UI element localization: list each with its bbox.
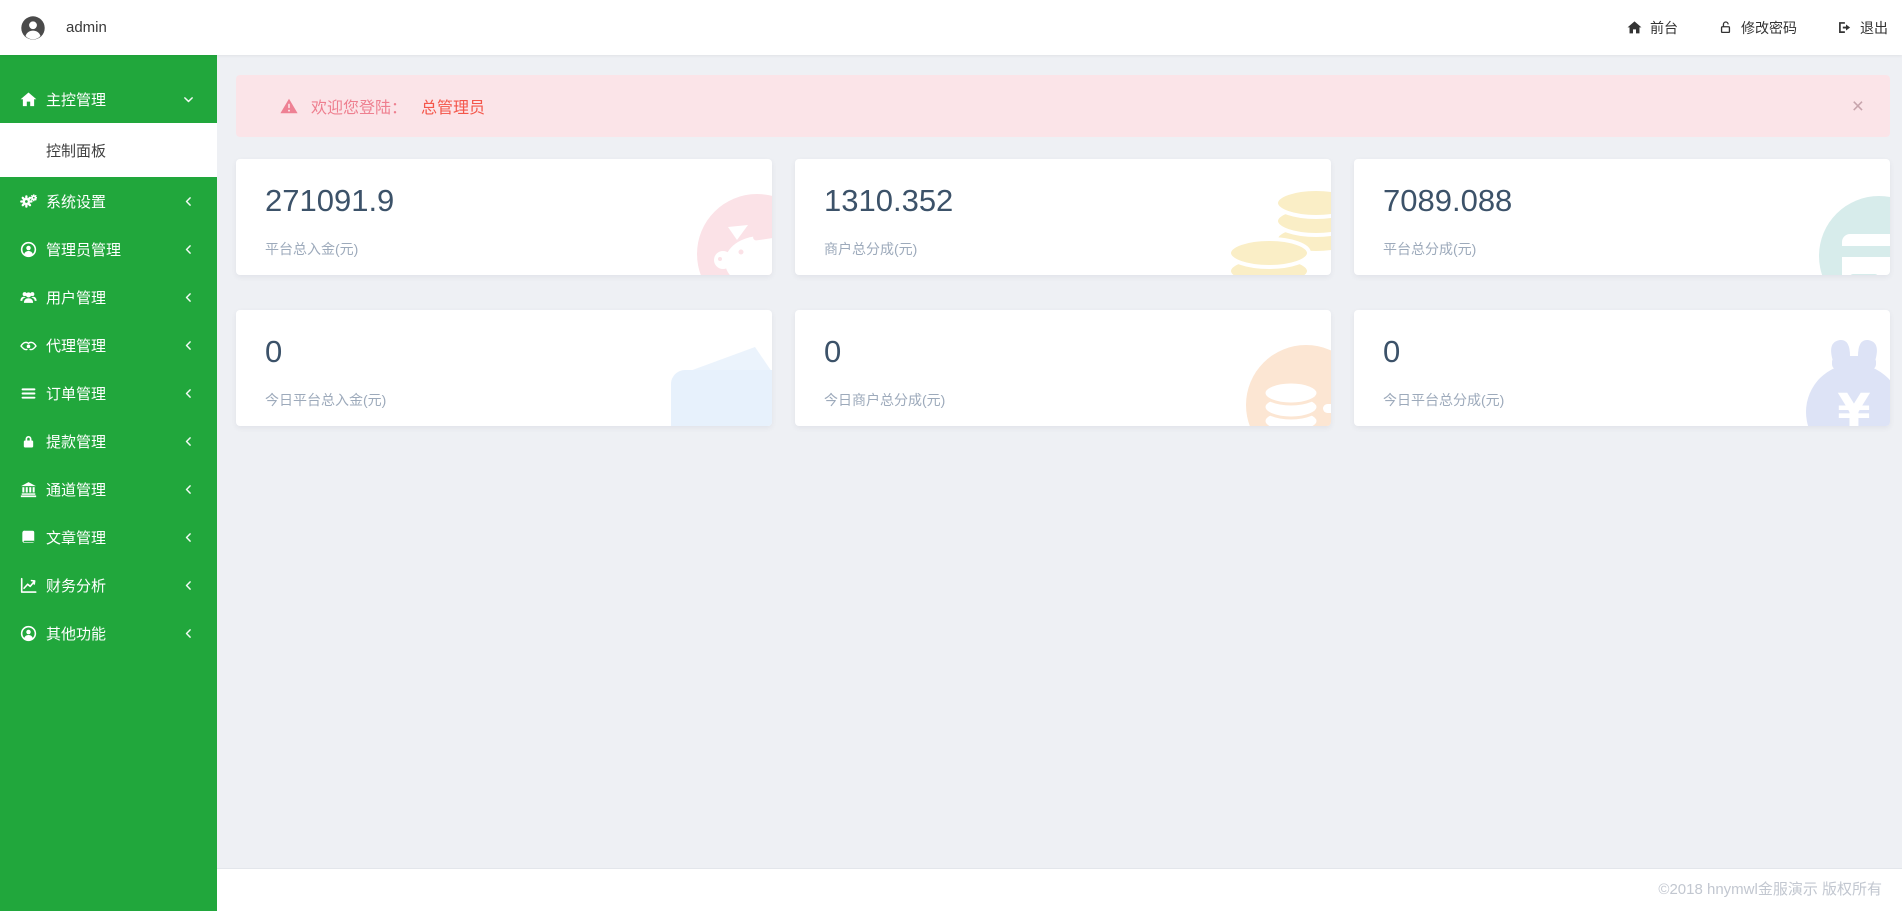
stat-value: 0: [824, 334, 842, 369]
users-icon: [20, 289, 37, 306]
list-icon: [20, 385, 37, 402]
alert-highlight: 总管理员: [421, 100, 486, 117]
logout-label: 退出: [1860, 19, 1888, 36]
sidebar-item-other-functions[interactable]: 其他功能: [0, 609, 217, 657]
topbar-nav: 前台 修改密码 退出: [1627, 18, 1888, 38]
chevron-left-icon: [182, 243, 195, 256]
sidebar-item-channel-management[interactable]: 通道管理: [0, 465, 217, 513]
stat-value: 271091.9: [265, 183, 395, 218]
stat-label: 今日商户总分成(元): [824, 391, 946, 408]
chart-line-icon: [20, 577, 37, 594]
sidebar-item-label: 订单管理: [46, 385, 107, 403]
sidebar-item-order-management[interactable]: 订单管理: [0, 369, 217, 417]
topbar: admin 前台 修改密码 退出: [0, 0, 1902, 55]
chevron-down-icon: [182, 93, 195, 106]
chevron-left-icon: [182, 387, 195, 400]
chevron-left-icon: [182, 483, 195, 496]
sidebar: 主控管理 控制面板: [0, 55, 217, 911]
stat-value: 0: [1383, 334, 1401, 369]
sidebar-item-main-control[interactable]: 主控管理: [0, 75, 217, 123]
stat-label: 今日平台总分成(元): [1383, 391, 1505, 408]
alert-message: 欢迎您登陆：: [311, 100, 408, 117]
unlock-icon: [1718, 20, 1733, 35]
logout-link[interactable]: 退出: [1837, 18, 1888, 38]
stat-value: 7089.088: [1383, 183, 1513, 218]
stat-label: 今日平台总入金(元): [265, 391, 387, 408]
sidebar-item-finance-analysis[interactable]: 财务分析: [0, 561, 217, 609]
sidebar-menu: 主控管理 控制面板: [0, 55, 217, 657]
sidebar-item-label: 主控管理: [46, 91, 107, 109]
chevron-left-icon: [182, 435, 195, 448]
stat-card-today-platform-share: 0 今日平台总分成(元) ¥: [1354, 310, 1890, 426]
stat-card-platform-total-share: 7089.088 平台总分成(元): [1354, 159, 1890, 275]
handshake-icon: [20, 337, 37, 354]
sidebar-item-label: 通道管理: [46, 481, 107, 499]
chevron-left-icon: [182, 627, 195, 640]
welcome-alert: 欢迎您登陆： 总管理员 ×: [236, 75, 1890, 137]
sidebar-item-system-settings[interactable]: 系统设置: [0, 177, 217, 225]
book-icon: [20, 529, 37, 546]
sidebar-item-label: 系统设置: [46, 193, 107, 211]
home-icon: [20, 91, 37, 108]
close-icon[interactable]: ×: [1851, 94, 1864, 118]
username: admin: [66, 19, 107, 36]
sidebar-item-user-management[interactable]: 用户管理: [0, 273, 217, 321]
sidebar-item-label: 用户管理: [46, 289, 107, 307]
main-content: 欢迎您登陆： 总管理员 × 271091.9 平台总入金(元): [217, 55, 1902, 868]
sidebar-item-agent-management[interactable]: 代理管理: [0, 321, 217, 369]
stats-grid: 271091.9 平台总入金(元) 1310.352 商户总分成(元): [236, 159, 1890, 426]
frontend-link-label: 前台: [1650, 19, 1678, 36]
stat-label: 平台总分成(元): [1383, 240, 1477, 257]
change-password-label: 修改密码: [1741, 19, 1797, 36]
sidebar-subitem-label: 控制面板: [46, 142, 107, 160]
sidebar-item-withdraw-management[interactable]: 提款管理: [0, 417, 217, 465]
footer: ©2018 hnymwl金服演示 版权所有: [217, 868, 1902, 911]
stat-label: 商户总分成(元): [824, 240, 918, 257]
user-avatar-icon: [20, 15, 46, 41]
sidebar-item-article-management[interactable]: 文章管理: [0, 513, 217, 561]
chevron-left-icon: [182, 291, 195, 304]
sidebar-item-label: 提款管理: [46, 433, 107, 451]
home-icon: [1627, 20, 1642, 35]
sidebar-item-label: 管理员管理: [46, 241, 122, 259]
stat-card-today-merchant-share: 0 今日商户总分成(元): [795, 310, 1331, 426]
stat-card-today-platform-in: 0 今日平台总入金(元): [236, 310, 772, 426]
lock-icon: [20, 433, 37, 450]
change-password-link[interactable]: 修改密码: [1718, 18, 1797, 38]
gears-icon: [20, 193, 37, 210]
stat-card-platform-total-in: 271091.9 平台总入金(元): [236, 159, 772, 275]
sidebar-item-admin-management[interactable]: 管理员管理: [0, 225, 217, 273]
stat-value: 1310.352: [824, 183, 954, 218]
chevron-left-icon: [182, 531, 195, 544]
stat-card-merchant-total-share: 1310.352 商户总分成(元): [795, 159, 1331, 275]
sidebar-subitem-control-panel[interactable]: 控制面板: [0, 123, 217, 177]
copyright-text: ©2018 hnymwl金服演示 版权所有: [1658, 881, 1882, 898]
sidebar-item-label: 代理管理: [46, 337, 107, 355]
stat-value: 0: [265, 334, 283, 369]
warning-triangle-icon: [280, 98, 298, 114]
sidebar-item-label: 财务分析: [46, 577, 107, 595]
chevron-left-icon: [182, 579, 195, 592]
stat-label: 平台总入金(元): [265, 240, 359, 257]
bank-icon: [20, 481, 37, 498]
sidebar-item-label: 文章管理: [46, 529, 107, 547]
chevron-left-icon: [182, 195, 195, 208]
frontend-link[interactable]: 前台: [1627, 18, 1678, 38]
chevron-left-icon: [182, 339, 195, 352]
current-user[interactable]: admin: [20, 15, 107, 41]
user-circle-icon: [20, 241, 37, 258]
user-circle-icon: [20, 625, 37, 642]
sign-out-icon: [1837, 20, 1852, 35]
sidebar-item-label: 其他功能: [46, 625, 107, 643]
